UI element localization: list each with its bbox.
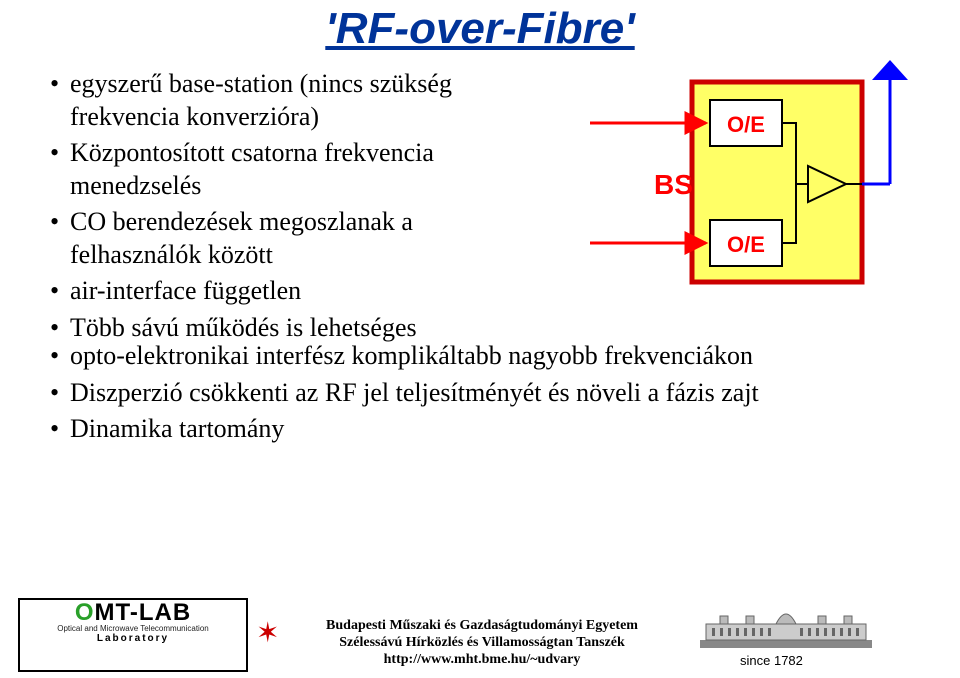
bullet-item: Központosított csatorna frekvencia mened… xyxy=(48,137,548,202)
bullets-wide: opto-elektronikai interfész komplikáltab… xyxy=(48,340,908,450)
footer-line1: Budapesti Műszaki és Gazdaságtudományi E… xyxy=(282,617,682,634)
since-label: since 1782 xyxy=(740,653,803,668)
bullet-item: air-interface független xyxy=(48,275,548,308)
parliament-icon xyxy=(700,604,872,650)
bullets-left: egyszerű base-station (nincs szükség fre… xyxy=(48,68,548,348)
bullet-item: egyszerű base-station (nincs szükség fre… xyxy=(48,68,548,133)
bullet-item: CO berendezések megoszlanak a felhasznál… xyxy=(48,206,548,271)
omt-sub2: Laboratory xyxy=(24,633,242,644)
antenna-icon xyxy=(872,60,908,80)
omt-logo: OMT-LAB Optical and Microwave Telecommun… xyxy=(18,598,248,672)
bullet-item: opto-elektronikai interfész komplikáltab… xyxy=(48,340,908,373)
slide: 'RF-over-Fibre' egyszerű base-station (n… xyxy=(0,0,960,678)
bs-label: BS xyxy=(654,169,693,200)
oe-bot-label: O/E xyxy=(727,232,765,257)
oe-top-label: O/E xyxy=(727,112,765,137)
footer-line3: http://www.mht.bme.hu/~udvary xyxy=(282,651,682,668)
bullet-item: Dinamika tartomány xyxy=(48,413,908,446)
omt-sub1: Optical and Microwave Telecommunication xyxy=(24,624,242,633)
footer-text: Budapesti Műszaki és Gazdaságtudományi E… xyxy=(282,617,682,668)
bs-diagram: O/E O/E BS xyxy=(582,60,922,300)
footer: OMT-LAB Optical and Microwave Telecommun… xyxy=(0,586,960,678)
footer-line2: Szélessávú Hírközlés és Villamosságtan T… xyxy=(282,634,682,651)
slide-title: 'RF-over-Fibre' xyxy=(0,4,960,54)
star-icon: ✶ xyxy=(256,616,279,650)
bullet-item: Diszperzió csökkenti az RF jel teljesítm… xyxy=(48,377,908,410)
